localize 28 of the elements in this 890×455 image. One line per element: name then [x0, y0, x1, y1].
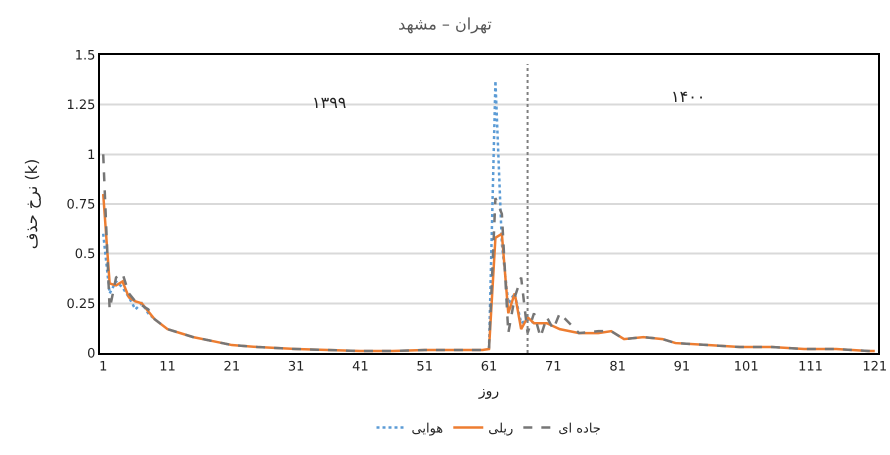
y-tick-label: 0.75 — [66, 198, 96, 213]
legend-label: ریلی — [488, 422, 514, 437]
y-tick-label: 0.25 — [66, 296, 96, 312]
annotation: ۱۳۹۹ — [312, 93, 346, 112]
y-tick-label: 1 — [87, 148, 96, 163]
x-tick-label: 51 — [416, 360, 433, 375]
x-tick-label: 111 — [798, 360, 823, 375]
x-axis-title: روز — [478, 383, 500, 400]
x-tick-label: 91 — [674, 360, 690, 375]
x-tick-label: 121 — [862, 360, 888, 375]
legend-label: هوایی — [412, 422, 444, 437]
y-tick-label: 1.25 — [66, 98, 96, 114]
y-tick-label: 0.5 — [74, 247, 96, 262]
x-tick-label: 101 — [734, 360, 759, 375]
x-tick-label: 1 — [99, 360, 108, 375]
annotation: ۱۴۰۰ — [671, 87, 706, 106]
x-tick-label: 21 — [224, 360, 240, 375]
chart-title: تهران – مشهد — [398, 14, 492, 34]
x-tick-label: 11 — [159, 360, 176, 375]
x-tick-label: 81 — [609, 360, 626, 375]
x-tick-label: 41 — [352, 360, 369, 375]
legend-label: جاده ای — [558, 422, 601, 437]
x-tick-label: 31 — [288, 360, 304, 375]
y-tick-label: 0 — [87, 346, 96, 362]
x-tick-label: 61 — [480, 360, 498, 375]
x-tick-label: 71 — [545, 360, 562, 375]
y-tick-label: 1.5 — [74, 48, 96, 64]
y-axis-title: نرخ حذف (k) — [22, 158, 41, 250]
